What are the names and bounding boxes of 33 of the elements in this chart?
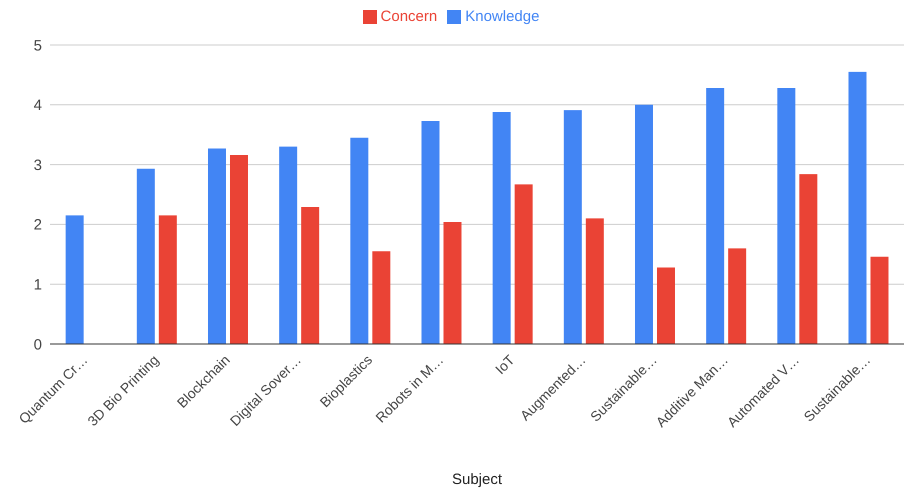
y-tick-label: 1 <box>34 276 42 294</box>
bar <box>870 256 888 344</box>
y-tick-label: 2 <box>34 216 42 234</box>
bar <box>350 138 368 344</box>
bar <box>514 184 533 344</box>
bar <box>586 218 604 344</box>
bar <box>634 104 653 344</box>
bar <box>421 120 440 344</box>
legend-label: Knowledge <box>465 8 540 25</box>
bar <box>564 110 582 344</box>
legend-label: Concern <box>380 8 438 25</box>
bar <box>848 72 866 344</box>
bar <box>799 174 818 344</box>
x-tick-label: IoT <box>492 351 518 378</box>
bar <box>230 155 248 344</box>
bar <box>136 168 155 344</box>
y-tick-label: 5 <box>34 37 42 54</box>
bar <box>208 148 226 344</box>
bar <box>777 88 796 344</box>
y-tick-label: 3 <box>34 156 42 174</box>
bar <box>372 251 390 344</box>
x-axis-title: Subject <box>452 471 503 488</box>
bar <box>66 215 84 344</box>
y-tick-label: 4 <box>34 97 42 114</box>
bar <box>728 248 746 344</box>
bar <box>443 222 462 344</box>
bar <box>301 207 320 344</box>
bar <box>656 267 675 344</box>
bar <box>279 146 298 344</box>
bar <box>158 215 177 344</box>
bar <box>492 112 511 344</box>
y-tick-label: 0 <box>34 336 42 354</box>
bar <box>706 88 724 344</box>
